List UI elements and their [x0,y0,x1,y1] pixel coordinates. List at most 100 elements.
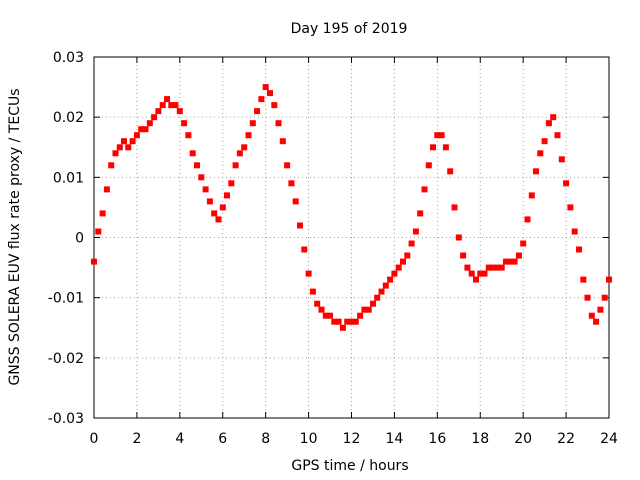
data-point [378,288,385,295]
data-point [597,306,604,313]
data-point [116,144,123,151]
y-axis-ticks: -0.03 -0.02 -0.01 0 0.01 0.02 0.03 [48,50,609,427]
data-point [563,180,570,187]
x-tick-label: 2 [132,431,141,447]
data-point [382,282,389,289]
data-point [550,114,557,121]
data-point [292,198,299,205]
y-tick-label: -0.03 [48,411,84,427]
data-point [331,318,338,325]
data-point [121,138,127,145]
data-point [498,264,505,271]
data-point [241,144,248,151]
data-point [438,132,445,139]
data-point [146,120,153,127]
data-point [271,102,278,109]
data-point [404,252,411,259]
data-point [155,108,162,115]
data-point [245,132,252,139]
data-point [434,132,441,139]
data-point [176,108,183,115]
y-tick-label: -0.02 [48,351,84,367]
data-point [159,102,166,109]
data-point [314,300,321,307]
data-point [468,270,475,277]
data-point [202,186,209,193]
data-point [236,150,243,157]
data-point [194,162,200,169]
data-point [305,270,312,277]
data-point [567,204,574,211]
data-point [588,312,595,319]
data-point [301,246,308,253]
data-point [481,270,488,277]
data-point [108,162,115,169]
data-point [408,240,415,247]
data-point [172,102,179,109]
data-point [528,192,535,199]
data-point [95,228,102,235]
data-point [576,246,582,253]
data-point [421,186,428,193]
data-point [228,180,235,187]
data-point [151,114,158,121]
data-point [112,150,119,157]
data-point [164,96,170,103]
x-tick-label: 14 [386,431,404,447]
data-point [103,186,110,193]
data-points [91,84,612,331]
data-point [451,204,458,211]
data-point [571,228,578,235]
data-point [185,132,192,139]
data-point [129,138,136,145]
data-point [503,258,509,265]
data-point [361,306,368,313]
data-point [447,168,454,175]
y-axis-label: GNSS SOLERA EUV flux rate proxy / TECUs [7,88,23,385]
y-tick-label: 0 [75,231,84,247]
x-tick-label: 10 [300,431,318,447]
x-tick-label: 4 [175,431,184,447]
data-point [400,258,406,265]
chart-title: Day 195 of 2019 [291,21,408,37]
data-point [511,258,518,265]
data-point [417,210,424,217]
x-tick-label: 18 [471,431,489,447]
data-point [249,120,256,127]
data-point [533,168,539,175]
data-point [541,138,548,145]
data-point [387,276,394,283]
data-point [262,84,269,91]
data-point [460,252,467,259]
data-point [344,318,351,325]
data-point [254,108,261,115]
y-tick-label: 0.01 [53,170,84,186]
data-point [99,210,106,217]
data-point [507,258,514,265]
data-point [189,150,196,157]
data-point [580,276,587,283]
x-tick-label: 6 [218,431,227,447]
data-point [142,126,149,133]
data-point [168,102,175,109]
data-point [593,318,600,325]
data-point [352,318,359,325]
y-tick-label: 0.02 [53,110,84,126]
data-point [339,324,346,331]
data-point [198,174,205,181]
data-point [601,294,608,301]
data-point [455,234,462,241]
data-point [275,120,282,127]
data-point [370,300,376,307]
data-point [425,162,432,169]
data-point [348,318,355,325]
data-point [395,264,402,271]
x-tick-label: 20 [514,431,532,447]
x-axis-label: GPS time / hours [291,458,408,474]
x-tick-label: 8 [261,431,270,447]
data-point [490,264,497,271]
data-point [365,306,372,313]
data-point [494,264,501,271]
data-point [322,312,329,319]
